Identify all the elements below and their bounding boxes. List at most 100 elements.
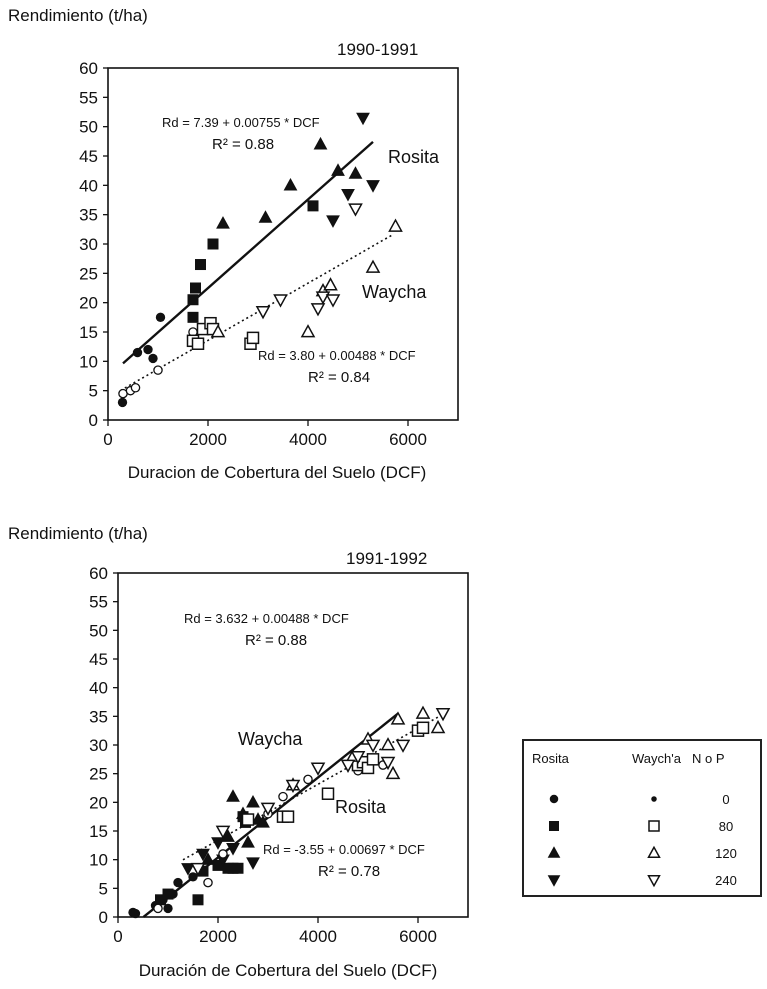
- data-point: [218, 849, 228, 859]
- legend-marker-rosita: [547, 846, 561, 858]
- y-tick-label: 45: [79, 147, 98, 166]
- series-waycha-0: [153, 757, 388, 914]
- y-tick-label: 15: [79, 323, 98, 342]
- y-tick-label: 50: [89, 621, 108, 640]
- data-point: [201, 852, 215, 865]
- y-tick-label: 60: [79, 59, 98, 78]
- chart-period: 1990-1991: [337, 40, 419, 59]
- data-point: [416, 721, 430, 735]
- series-waycha-240: [255, 203, 363, 320]
- data-point: [435, 708, 451, 722]
- data-point: [173, 877, 183, 888]
- legend-marker-waycha: [651, 796, 657, 802]
- data-point: [310, 303, 326, 317]
- y-tick-label: 30: [79, 235, 98, 254]
- data-point: [285, 779, 301, 794]
- y-tick-label: 40: [89, 679, 108, 698]
- series-rosita-120: [216, 136, 363, 229]
- series-waycha-120: [210, 218, 403, 338]
- x-tick-label: 4000: [289, 430, 327, 449]
- y-tick-label: 10: [89, 851, 108, 870]
- legend-marker-waycha: [647, 875, 661, 888]
- legend-level-value: 240: [715, 873, 737, 888]
- data-point: [356, 112, 370, 126]
- series-waycha-80: [186, 316, 260, 350]
- y-tick-label: 55: [79, 88, 98, 107]
- data-point: [430, 719, 446, 734]
- data-point: [303, 774, 313, 785]
- data-point: [153, 365, 163, 375]
- chart-period: 1991-1992: [346, 549, 428, 568]
- series-waycha-240: [190, 708, 451, 877]
- x-tick-label: 0: [103, 430, 112, 449]
- data-point: [190, 862, 206, 877]
- y-tick-label: 45: [89, 650, 108, 669]
- data-point: [192, 894, 204, 906]
- legend-marker-waycha: [647, 845, 661, 858]
- data-point: [232, 862, 244, 874]
- data-point: [385, 765, 401, 780]
- data-point: [258, 210, 273, 223]
- data-point: [255, 306, 271, 320]
- data-point: [155, 894, 166, 906]
- data-point: [211, 837, 225, 850]
- data-point: [207, 238, 219, 250]
- scatter-plot-1991-1992: 0 5 10 15 20 25 30 35 40 45 50 55 60 0 2000 4000 6000 Rd …: [89, 564, 469, 946]
- data-point: [153, 903, 163, 914]
- data-point: [188, 872, 198, 882]
- data-point: [326, 215, 340, 228]
- r-squared-waycha: R² = 0.84: [308, 369, 370, 386]
- x-tick-label: 6000: [399, 927, 437, 946]
- scatter-plot-1990-1991: 0 5 10 15 20 25 30 35 40 45 50 55 60 0 2000 4000 6000 Rd …: [79, 59, 459, 449]
- data-point: [350, 751, 366, 765]
- line-label-rosita: Rosita: [388, 147, 440, 167]
- y-tick-label: 20: [89, 793, 108, 812]
- y-tick-label: 40: [79, 176, 98, 195]
- y-axis-label: Rendimiento (t/ha): [8, 524, 148, 543]
- data-point: [187, 294, 199, 306]
- r-squared-rosita: R² = 0.78: [318, 863, 380, 880]
- y-tick-label: 0: [89, 411, 98, 430]
- y-tick-label: 20: [79, 294, 98, 313]
- data-point: [278, 791, 288, 802]
- x-tick-label: 2000: [189, 430, 227, 449]
- data-point: [365, 259, 381, 273]
- x-axis-label: Duración de Cobertura del Suelo (DCF): [138, 961, 438, 980]
- data-point: [415, 705, 431, 719]
- data-point: [307, 200, 319, 212]
- data-point: [365, 739, 381, 753]
- data-point: [246, 857, 260, 870]
- y-tick-label: 50: [79, 118, 98, 137]
- chart-panel-1990-1991: Rendimiento (t/ha) 1990-1991 0 5 10 15 20 25 3…: [8, 6, 459, 482]
- legend-level-value: 0: [722, 792, 729, 807]
- data-point: [366, 753, 380, 766]
- data-point: [130, 382, 141, 393]
- data-point: [273, 294, 288, 308]
- data-point: [380, 756, 396, 771]
- x-tick-label: 0: [113, 927, 122, 946]
- legend: Rosita Waych'a N o P 0 80 120 240: [522, 739, 762, 897]
- y-tick-label: 35: [89, 707, 108, 726]
- data-point: [348, 166, 363, 179]
- series-rosita-0: [117, 312, 166, 408]
- data-point: [162, 888, 174, 900]
- data-point: [197, 865, 209, 877]
- x-axis-label: Duracion de Cobertura del Suelo (DCF): [127, 463, 427, 482]
- legend-header: N o P: [692, 751, 725, 766]
- data-point: [148, 353, 158, 364]
- regression-equation-waycha: Rd = 3.632 + 0.00488 * DCF: [184, 611, 349, 626]
- data-point: [246, 331, 260, 345]
- y-tick-label: 10: [79, 352, 98, 371]
- data-point: [181, 863, 195, 876]
- legend-level-value: 80: [719, 819, 733, 834]
- data-point: [380, 737, 396, 751]
- line-label-waycha: Waycha: [238, 729, 303, 749]
- data-point: [323, 277, 338, 291]
- data-point: [366, 180, 380, 193]
- data-point: [196, 848, 210, 862]
- data-point: [155, 312, 166, 323]
- series-waycha-0: [118, 327, 198, 399]
- legend-header: Waych'a: [632, 751, 682, 766]
- data-point: [216, 216, 230, 229]
- y-tick-label: 0: [99, 908, 108, 927]
